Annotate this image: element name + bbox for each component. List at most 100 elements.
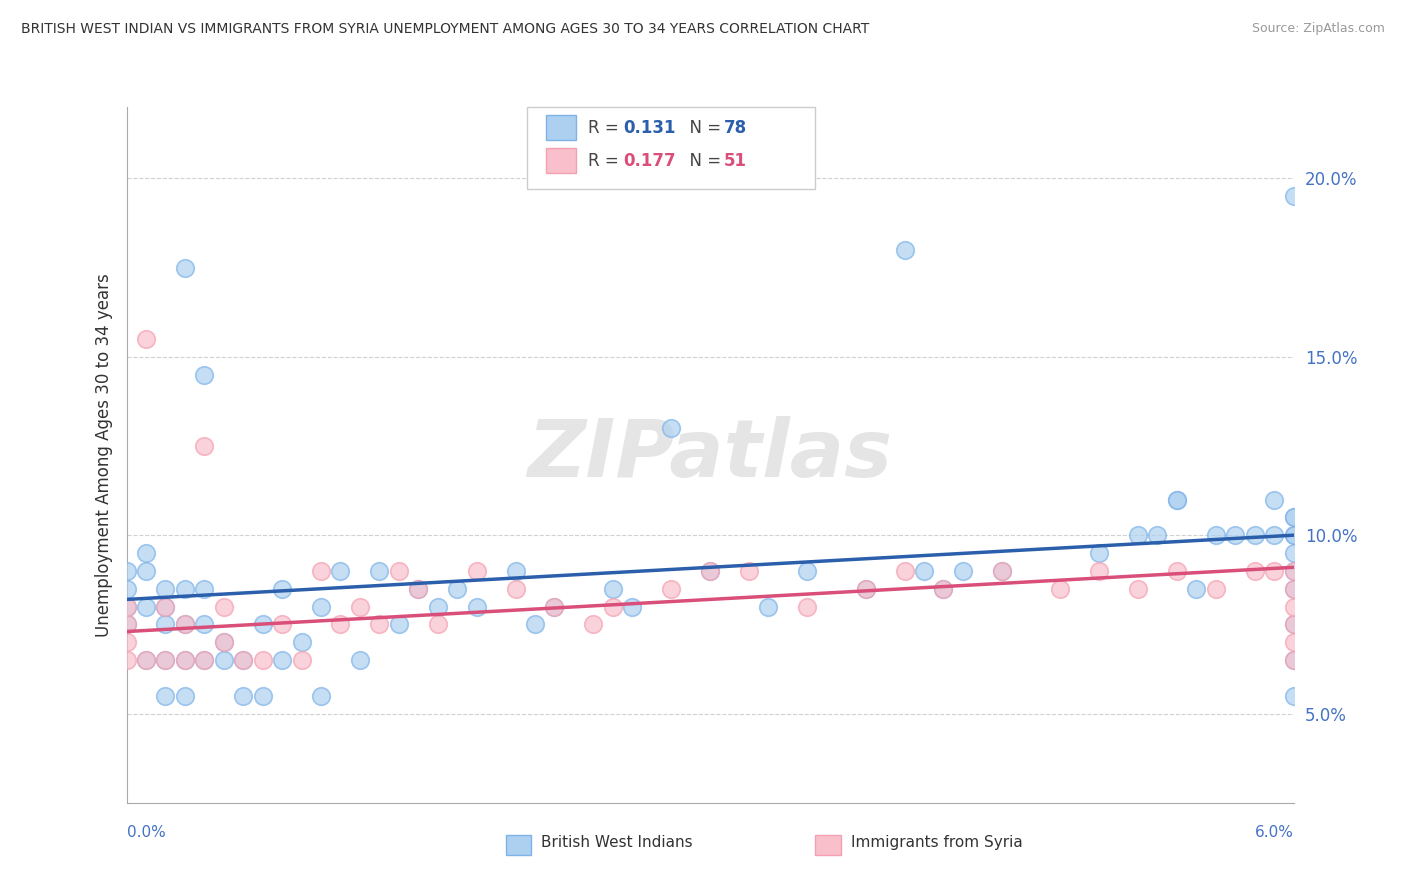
Point — [1185, 582, 1208, 596]
Point — [1146, 528, 1168, 542]
Point — [1263, 564, 1285, 578]
Point — [408, 582, 430, 596]
Text: Immigrants from Syria: Immigrants from Syria — [851, 836, 1022, 850]
Point — [602, 582, 624, 596]
Point — [212, 635, 235, 649]
Point — [1126, 528, 1149, 542]
Point — [1049, 582, 1071, 596]
Point — [1282, 564, 1305, 578]
Point — [1243, 528, 1265, 542]
Point — [271, 653, 294, 667]
Point — [1282, 617, 1305, 632]
Text: R =: R = — [588, 152, 624, 169]
Point — [174, 260, 197, 275]
Point — [349, 599, 371, 614]
Point — [738, 564, 761, 578]
Point — [465, 599, 488, 614]
Point — [1282, 635, 1305, 649]
Point — [252, 653, 274, 667]
Text: ZIPatlas: ZIPatlas — [527, 416, 893, 494]
Point — [465, 564, 488, 578]
Text: 0.131: 0.131 — [623, 119, 675, 136]
Point — [271, 617, 294, 632]
Point — [1282, 689, 1305, 703]
Point — [174, 653, 197, 667]
Point — [155, 599, 177, 614]
Point — [426, 599, 449, 614]
Point — [1282, 653, 1305, 667]
Point — [1205, 582, 1227, 596]
Point — [309, 689, 332, 703]
Point — [115, 599, 138, 614]
Point — [796, 564, 818, 578]
Point — [212, 599, 235, 614]
Point — [155, 582, 177, 596]
Point — [155, 653, 177, 667]
Point — [932, 582, 955, 596]
Point — [699, 564, 721, 578]
Point — [135, 546, 157, 560]
Point — [505, 564, 527, 578]
Point — [1282, 528, 1305, 542]
Point — [115, 617, 138, 632]
Point — [1263, 528, 1285, 542]
Point — [174, 582, 197, 596]
Point — [115, 617, 138, 632]
Point — [1282, 564, 1305, 578]
Point — [388, 564, 411, 578]
Point — [1166, 492, 1188, 507]
Point — [115, 564, 138, 578]
Point — [115, 635, 138, 649]
Point — [115, 599, 138, 614]
Point — [368, 564, 391, 578]
Point — [135, 653, 157, 667]
Point — [232, 653, 254, 667]
Text: BRITISH WEST INDIAN VS IMMIGRANTS FROM SYRIA UNEMPLOYMENT AMONG AGES 30 TO 34 YE: BRITISH WEST INDIAN VS IMMIGRANTS FROM S… — [21, 22, 869, 37]
Point — [115, 653, 138, 667]
Point — [893, 243, 915, 257]
Point — [1126, 582, 1149, 596]
Point — [135, 332, 157, 346]
Point — [174, 689, 197, 703]
Point — [543, 599, 565, 614]
Point — [756, 599, 779, 614]
Point — [155, 617, 177, 632]
Point — [602, 599, 624, 614]
Point — [193, 368, 215, 382]
Point — [155, 599, 177, 614]
Point — [1282, 510, 1305, 524]
Point — [309, 564, 332, 578]
Point — [329, 617, 352, 632]
Text: N =: N = — [679, 119, 727, 136]
Point — [135, 564, 157, 578]
Text: British West Indians: British West Indians — [541, 836, 693, 850]
Text: N =: N = — [679, 152, 727, 169]
Point — [659, 582, 682, 596]
Point — [193, 653, 215, 667]
Point — [952, 564, 974, 578]
Point — [1166, 564, 1188, 578]
Point — [912, 564, 935, 578]
Point — [505, 582, 527, 596]
Point — [426, 617, 449, 632]
Text: 51: 51 — [724, 152, 747, 169]
Point — [155, 653, 177, 667]
Point — [621, 599, 644, 614]
Point — [232, 689, 254, 703]
Text: Source: ZipAtlas.com: Source: ZipAtlas.com — [1251, 22, 1385, 36]
Text: 78: 78 — [724, 119, 747, 136]
Point — [796, 599, 818, 614]
Point — [524, 617, 547, 632]
Point — [349, 653, 371, 667]
Point — [193, 582, 215, 596]
Point — [309, 599, 332, 614]
Point — [174, 617, 197, 632]
Point — [193, 439, 215, 453]
Point — [855, 582, 877, 596]
Point — [1223, 528, 1247, 542]
Point — [212, 653, 235, 667]
Point — [329, 564, 352, 578]
Point — [1282, 546, 1305, 560]
Point — [252, 689, 274, 703]
Text: R =: R = — [588, 119, 624, 136]
